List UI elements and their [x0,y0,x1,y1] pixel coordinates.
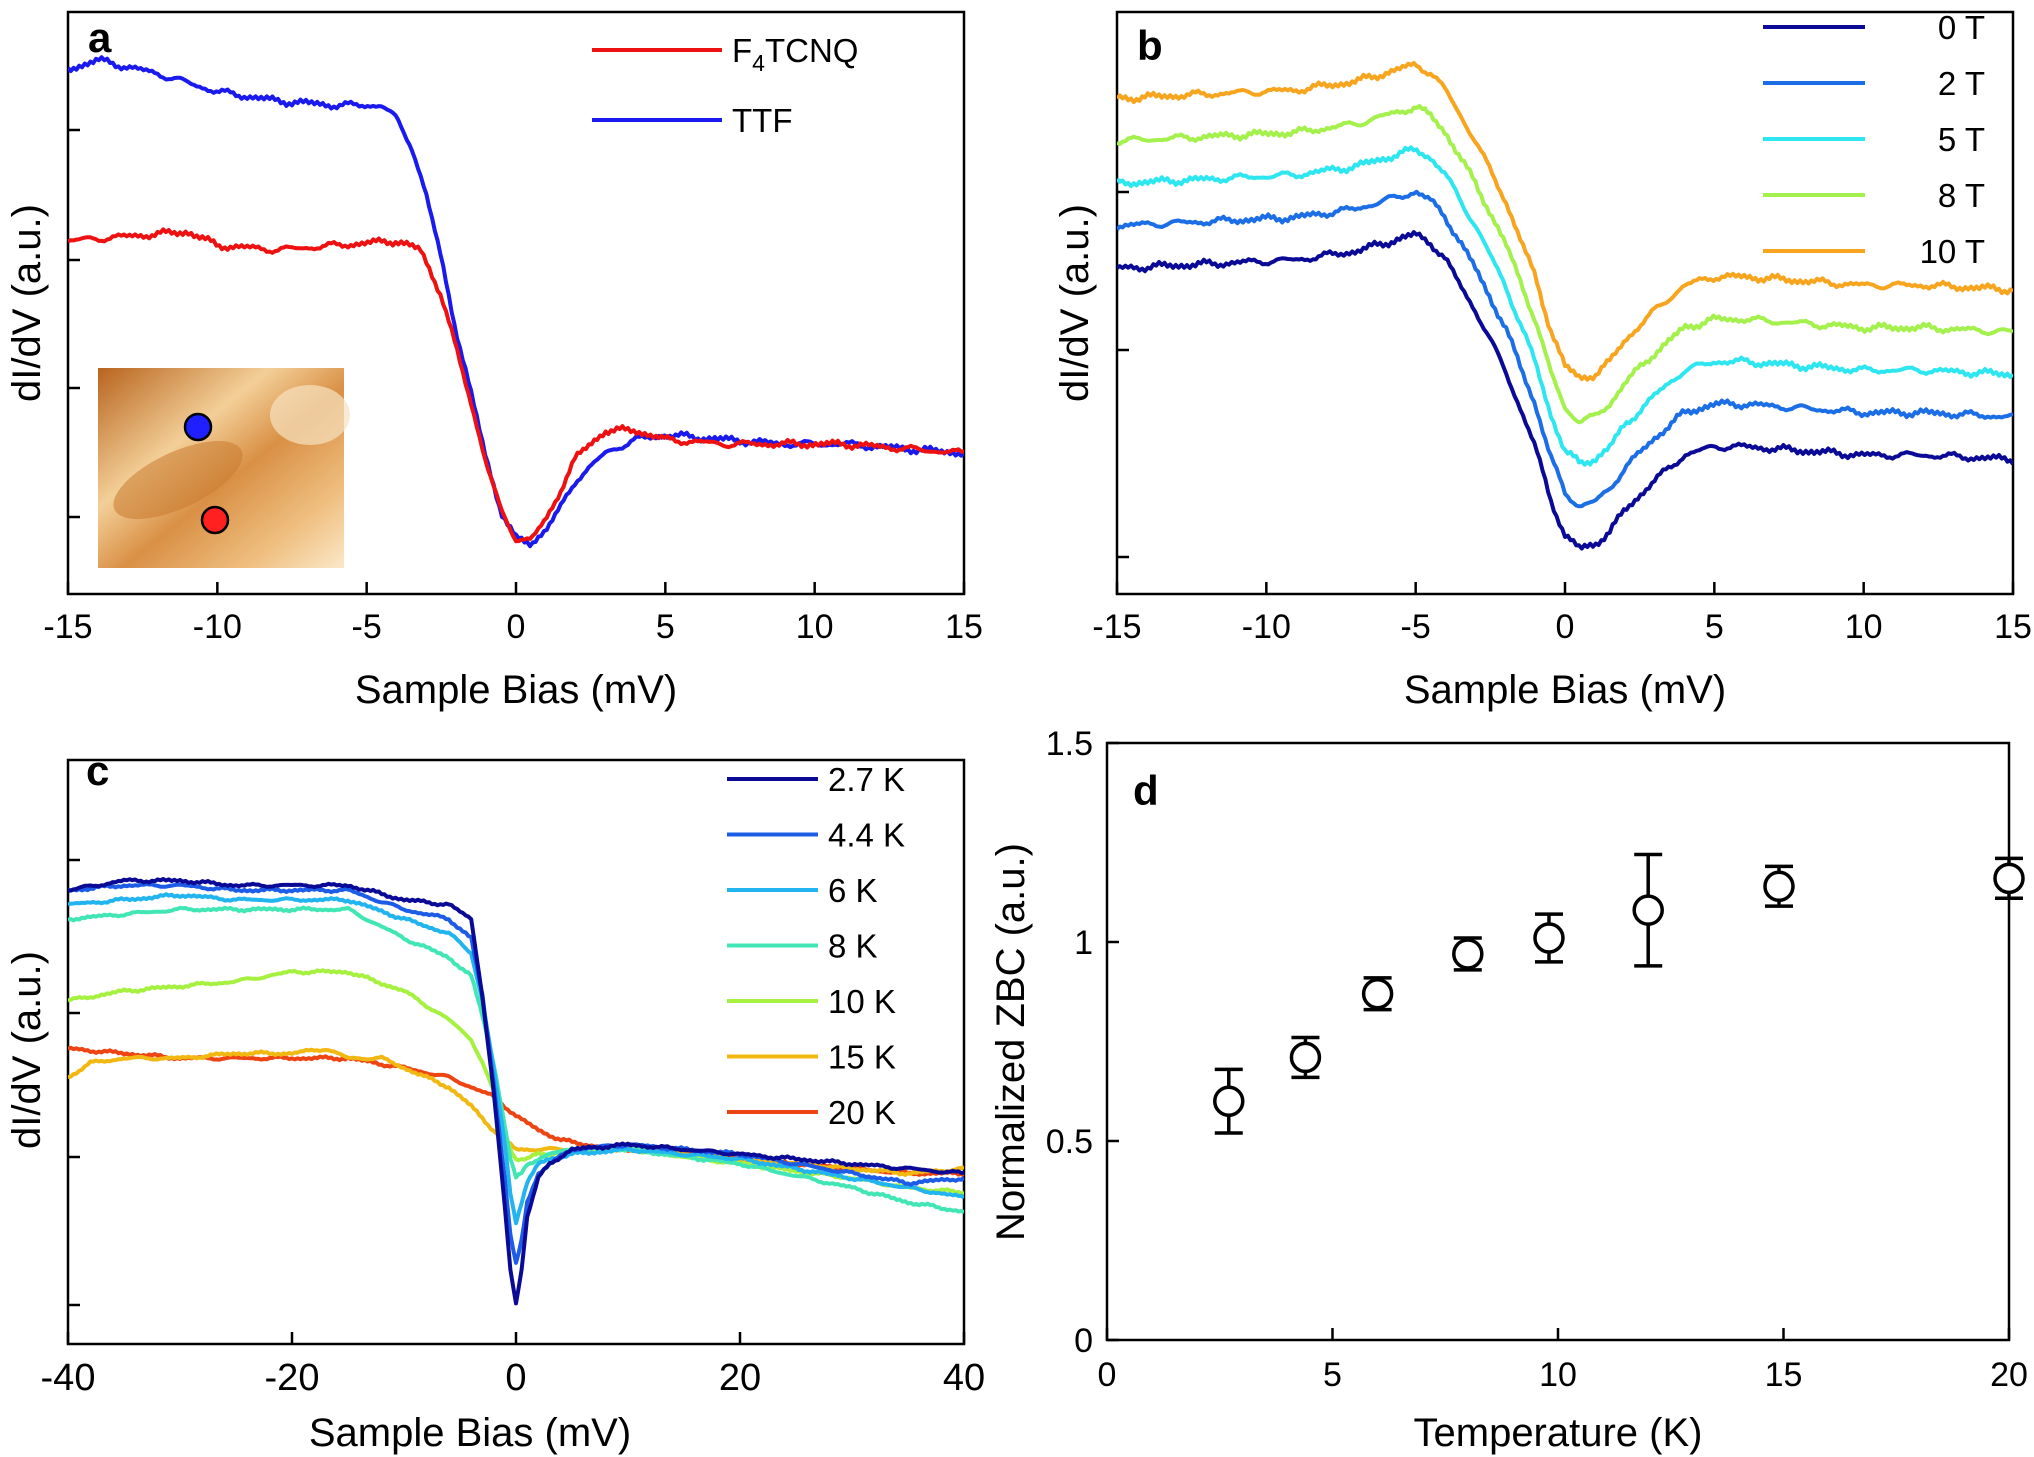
series-line-5t [1117,145,2013,467]
legend-label-10k: 10 K [828,983,896,1020]
panel-d-x-tick-label: 15 [1765,1356,1803,1394]
panel-b-y-axis-label: dI/dV (a.u.) [1053,204,1097,402]
legend-label-f4tcnq: F4TCNQ [732,32,858,76]
panel-d-y-tick-label: 1.5 [1046,725,1093,763]
legend-label-2t: 2 T [1938,65,1985,102]
panel-a-inset-blob [113,441,243,519]
legend-label-8t: 8 T [1938,177,1985,214]
panel-b-x-ticks: -15 -10 -5 0 5 10 15 [1092,582,2032,646]
legend-label-20k: 20 K [828,1094,896,1131]
data-point [1452,938,1484,970]
panel-a-x-tick-label: 5 [656,608,675,646]
panel-a-x-tick-label: -5 [352,608,382,646]
panel-d-y-tick-label: 0 [1074,1322,1093,1360]
panel-b-x-tick-label: 0 [1556,608,1575,646]
panel-d-y-tick-label: 1 [1074,924,1093,962]
panel-c-x-tick-label: 40 [943,1357,985,1399]
panel-a-series [68,55,964,549]
panel-b-x-axis-label: Sample Bias (mV) [1404,668,1726,712]
data-point [1361,977,1394,1010]
panel-d-x-tick-label: 5 [1323,1356,1342,1394]
series-line-f4tcnq [68,227,964,544]
legend-label-0t: 0 T [1938,9,1985,46]
panel-c-x-tick-label: -40 [41,1357,96,1399]
panel-c-x-tick-label: 0 [505,1357,526,1399]
series-line-8t [1117,104,2013,425]
data-point [1763,870,1795,903]
panel-a-letter: a [88,14,112,61]
legend-label-2-7k: 2.7 K [828,761,905,798]
panel-a-inset-f4tcnq-marker [200,505,230,535]
data-point [1993,862,2025,895]
panel-a-legend: F4TCNQ TTF [592,32,858,139]
legend-label-10t: 10 T [1920,233,1985,270]
legend-label-8k: 8 K [828,928,878,965]
panel-c: -40 -20 0 20 40 c 2.7 K 4.4 K 6 K 8 K 10 K 15 K 20… [5,747,985,1455]
panel-b-x-tick-label: 15 [1994,608,2032,646]
data-point [1289,1041,1322,1074]
panel-c-x-tick-label: -20 [265,1357,320,1399]
data-point [1213,1085,1245,1117]
panel-d-x-tick-label: 10 [1539,1356,1577,1394]
panel-d-letter: d [1133,767,1159,814]
series-line-8k [68,905,964,1215]
panel-d-x-ticks: 0 5 10 15 20 [1098,1328,2028,1394]
panel-d-x-axis-label: Temperature (K) [1414,1411,1703,1455]
panel-b-x-tick-label: -10 [1242,608,1291,646]
panel-a-inset [98,368,350,568]
panel-a-x-ticks: -15 -10 -5 0 5 10 15 [43,582,983,646]
panel-a-x-tick-label: 10 [796,608,834,646]
legend-label-15k: 15 K [828,1039,896,1076]
panel-d-y-tick-label: 0.5 [1046,1123,1093,1161]
series-line-2-7k [68,877,964,1306]
panel-a: -15 -10 -5 0 5 10 15 a F4TCNQ TTF Sample Bias … [5,10,983,712]
panel-a-y-ticks [68,128,80,519]
panel-b-x-tick-label: -5 [1401,608,1431,646]
series-line-0t [1117,230,2013,551]
panel-c-y-ticks [68,858,80,1307]
panel-c-letter: c [86,747,109,794]
panel-b-frame [1115,10,2015,596]
panel-c-x-ticks: -40 -20 0 20 40 [41,1332,985,1399]
panel-d-y-ticks: 0 0.5 1 1.5 [1046,725,1119,1360]
data-point [1632,894,1664,926]
panel-a-inset-blob [270,385,350,445]
panel-a-x-axis-label: Sample Bias (mV) [355,668,677,712]
panel-d-y-axis-label: Normalized ZBC (a.u.) [989,843,1033,1241]
panel-c-legend: 2.7 K 4.4 K 6 K 8 K 10 K 15 K 20 K [727,761,905,1131]
panel-b-x-tick-label: -15 [1092,608,1141,646]
panel-c-x-tick-label: 20 [719,1357,761,1399]
panel-a-x-tick-label: 0 [507,608,526,646]
panel-b-series [1117,61,2013,551]
panel-b-y-ticks [1117,190,1129,559]
panel-a-x-tick-label: -10 [193,608,242,646]
panel-c-series [68,877,964,1306]
panel-d-markers [1213,852,2025,1135]
panel-b-letter: b [1137,22,1163,69]
legend-label-6k: 6 K [828,872,878,909]
series-line-2t [1117,189,2013,509]
series-line-6k [68,892,964,1226]
panel-a-y-axis-label: dI/dV (a.u.) [5,204,49,402]
series-line-10t [1117,61,2013,382]
panel-b-legend: 0 T 2 T 5 T 8 T 10 T [1763,9,1985,270]
panel-d-frame [1105,741,2011,1342]
panel-b-x-tick-label: 5 [1705,608,1724,646]
panel-d: 0 5 10 15 20 0 0.5 1 1.5 d Temperature (K) Norm… [989,725,2028,1455]
legend-label-4-4k: 4.4 K [828,817,905,854]
panel-a-x-tick-label: -15 [43,608,92,646]
panel-a-inset-ttf-marker [183,412,213,442]
data-point [1533,922,1565,954]
panel-b-x-tick-label: 10 [1845,608,1883,646]
panel-c-y-axis-label: dI/dV (a.u.) [5,951,49,1149]
series-line-4-4k [68,882,964,1265]
panel-d-x-tick-label: 0 [1098,1356,1117,1394]
panel-a-x-tick-label: 15 [945,608,983,646]
legend-label-ttf: TTF [732,102,792,139]
panel-b: -15 -10 -5 0 5 10 15 b 0 T 2 T 5 T 8 T 10 T Sample… [1053,9,2032,712]
panel-c-x-axis-label: Sample Bias (mV) [309,1411,631,1455]
legend-label-5t: 5 T [1938,121,1985,158]
panel-d-x-tick-label: 20 [1990,1356,2028,1394]
